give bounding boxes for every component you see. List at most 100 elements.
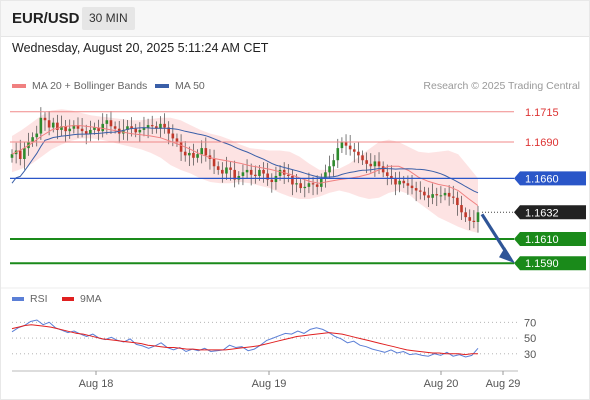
candle — [352, 143, 356, 163]
candle — [97, 119, 100, 141]
candle-body — [51, 122, 55, 128]
x-tick-aug-20: Aug 20 — [424, 378, 459, 390]
candle-body — [179, 142, 183, 152]
candle-body — [468, 217, 472, 221]
level-tag-1.1632 — [514, 205, 586, 220]
candle-body — [64, 126, 67, 132]
candle — [287, 164, 290, 183]
candle-body — [291, 175, 294, 185]
candle — [270, 173, 274, 193]
candle-body — [266, 173, 269, 180]
level-tag-1.1610 — [514, 231, 586, 246]
candle-body — [142, 127, 146, 130]
candle — [431, 183, 434, 205]
timeframe-badge[interactable]: 30 MIN — [82, 7, 135, 30]
candle — [414, 181, 418, 202]
level-label-1.1715: 1.1715 — [525, 107, 559, 119]
candle — [64, 119, 67, 142]
candle — [142, 116, 146, 137]
candle — [381, 161, 385, 178]
candle-body — [134, 128, 138, 133]
candle-body — [56, 122, 59, 130]
rsi-tick-30: 30 — [524, 349, 536, 361]
candle — [340, 137, 344, 153]
candle — [23, 141, 26, 170]
candle-body — [89, 129, 92, 134]
candle — [394, 172, 397, 196]
ma20-line — [11, 125, 479, 207]
candle — [10, 149, 14, 163]
candle — [196, 149, 199, 163]
ma20-label: MA 20 + Bollinger Bands — [32, 80, 148, 92]
bollinger-band — [12, 109, 478, 233]
candle-body — [163, 123, 166, 128]
candle-body — [472, 220, 476, 222]
candle-body — [295, 183, 298, 185]
level-label-1.1660: 1.1660 — [525, 173, 559, 185]
candle-body — [221, 169, 224, 174]
candle-body — [476, 212, 480, 222]
candle-body — [245, 169, 249, 173]
candle-body — [361, 155, 364, 161]
candle — [43, 111, 47, 131]
candle — [307, 172, 311, 194]
rsi-ma-swatch — [62, 297, 74, 301]
candle — [303, 179, 307, 198]
candle — [241, 164, 245, 186]
candle — [155, 121, 158, 134]
candle-body — [402, 180, 406, 184]
legend-rsi: RSI — [12, 293, 48, 305]
candle-body — [439, 195, 443, 197]
candle — [113, 121, 117, 134]
candle-body — [427, 195, 430, 198]
candle-body — [35, 133, 39, 138]
candle — [72, 120, 76, 134]
candle — [328, 155, 331, 179]
candle-body — [188, 152, 191, 156]
candle-body — [262, 169, 265, 174]
candle-body — [278, 169, 282, 176]
candle-body — [348, 145, 352, 150]
x-tick-aug-29: Aug 29 — [486, 378, 521, 390]
candle-body — [105, 120, 109, 124]
candle — [229, 161, 232, 181]
candle-body — [216, 166, 220, 170]
candle-body — [344, 142, 348, 146]
candle-body — [394, 178, 397, 185]
candle-body — [159, 123, 162, 129]
candle — [134, 123, 138, 138]
candle — [105, 113, 109, 135]
ma50-swatch — [155, 84, 169, 88]
candle-body — [72, 125, 76, 129]
candle-body — [435, 194, 439, 196]
candle-body — [324, 172, 327, 179]
candle-body — [146, 125, 150, 128]
candle — [324, 164, 327, 188]
candle-body — [352, 149, 356, 152]
candle — [344, 134, 348, 155]
candle-body — [47, 120, 51, 128]
candle-body — [315, 184, 319, 187]
candle-body — [196, 154, 199, 158]
candle-body — [155, 126, 158, 129]
candle-body — [80, 128, 84, 132]
candle-body — [254, 174, 257, 176]
candle — [18, 139, 22, 166]
candle-body — [241, 172, 245, 176]
candle — [336, 138, 340, 168]
x-tick-aug-19: Aug 19 — [252, 378, 287, 390]
candle-body — [93, 127, 96, 130]
candle-body — [167, 127, 171, 134]
rsi-tick-50: 50 — [524, 333, 536, 345]
candle — [361, 150, 364, 166]
candle-body — [414, 188, 418, 191]
legend-ma20: MA 20 + Bollinger Bands — [12, 80, 147, 92]
candle — [138, 122, 142, 142]
candle — [56, 114, 59, 140]
candle — [435, 187, 439, 207]
candle — [183, 141, 187, 162]
candle — [175, 133, 179, 147]
candle-body — [340, 142, 344, 149]
candle — [216, 161, 220, 175]
